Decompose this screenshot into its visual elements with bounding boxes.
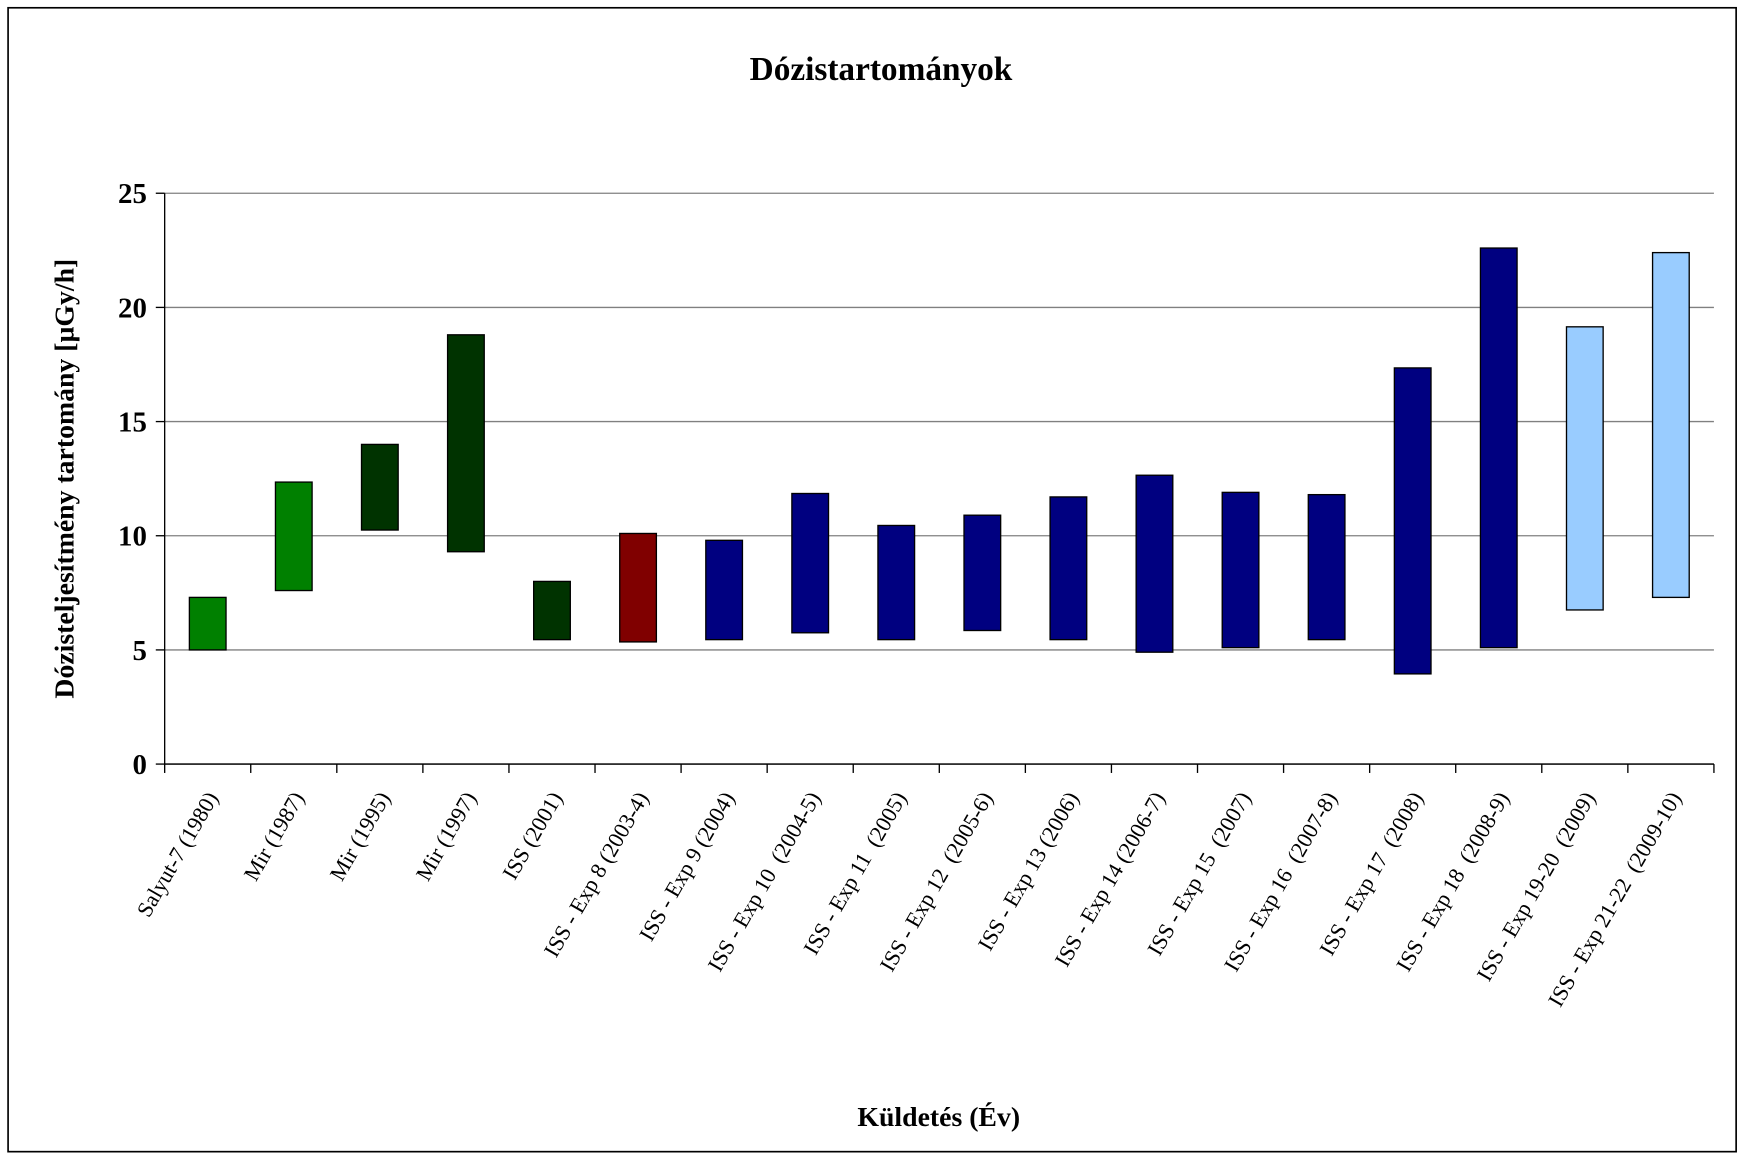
y-axis-label: Dózisteljesítmény tartomány [µGy/h] [50, 259, 81, 699]
range-bar [1565, 326, 1604, 611]
range-bar [274, 481, 313, 592]
range-bar [1221, 491, 1260, 649]
range-bar [1393, 367, 1432, 675]
range-bar [446, 334, 485, 553]
y-tick-label: 20 [118, 292, 147, 324]
range-bar [1479, 247, 1518, 649]
y-tick-label: 25 [118, 178, 147, 210]
chart-title: Dózistartományok [750, 51, 1013, 88]
range-bar [1049, 496, 1088, 641]
range-bar [877, 524, 916, 641]
y-tick-label: 0 [132, 749, 146, 781]
range-bar [791, 492, 830, 634]
range-bar [360, 443, 399, 531]
range-bar [1135, 474, 1174, 653]
range-bar [963, 514, 1002, 632]
range-bar [188, 596, 227, 651]
range-bar [705, 539, 744, 641]
range-bar [532, 580, 571, 641]
x-axis-label: Küldetés (Év) [857, 1102, 1020, 1133]
range-bar [1651, 251, 1690, 599]
chart-border [7, 6, 1737, 1153]
y-tick-label: 15 [118, 407, 147, 439]
y-tick-label: 10 [118, 521, 147, 553]
y-tick-label: 5 [132, 635, 146, 667]
range-bar [619, 532, 658, 643]
range-bar [1307, 493, 1346, 641]
